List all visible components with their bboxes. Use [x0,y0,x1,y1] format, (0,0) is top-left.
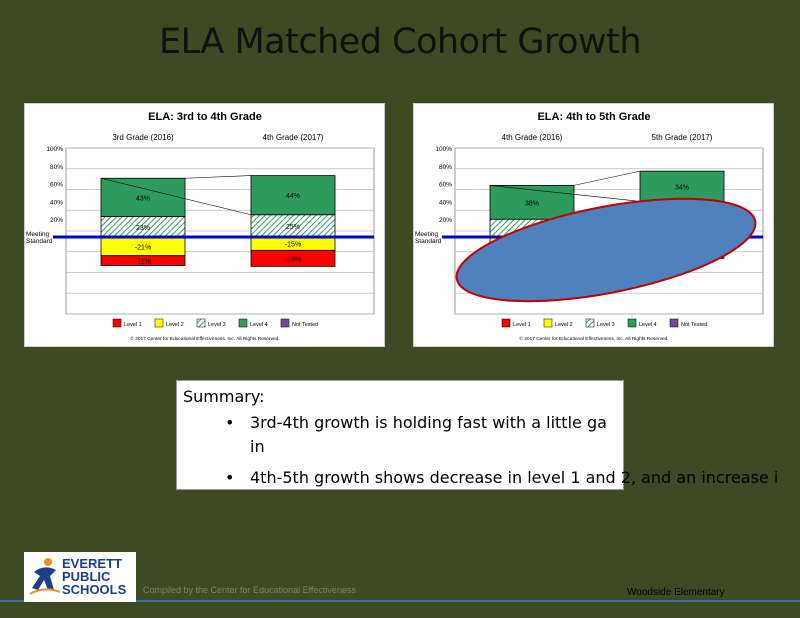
legend-label: Level 2 [555,322,573,328]
y-tick-label: 60% [439,182,452,189]
bar-segment-level1 [100,255,186,266]
footer-school-name: Woodside Elementary [627,587,725,598]
legend-label: Level 4 [250,322,268,328]
bar-segment-level4 [639,170,725,202]
bullet-marker: • [225,413,235,432]
y-tick-label-meeting: Meeting [415,231,439,238]
legend-swatch [280,318,290,328]
summary-bullet-2: 4th-5th growth shows decrease in level 1… [250,468,779,487]
legend-label: Level 3 [597,322,615,328]
slide-title: ELA Matched Cohort Growth [158,22,642,62]
legend-label: Not Tested [292,322,318,328]
y-tick-label-standard: Standard [415,238,442,245]
y-tick-label-standard: Standard [26,238,53,245]
connector-line [573,170,641,186]
legend-label: Level 2 [166,322,184,328]
summary-overflow-mask [624,404,800,428]
summary-box: Summary: • 3rd-4th growth is holding fas… [176,380,778,490]
copyright-text: © 2017 Center for Educational Effectiven… [519,335,668,342]
y-tick-label: 20% [50,217,63,224]
y-tick-label: 100% [435,146,452,153]
copyright-text: © 2017 Center for Educational Effectiven… [130,335,279,342]
connector-line [184,175,252,179]
legend-label: Level 1 [124,322,142,328]
category-label: 3rd Grade (2016) [112,133,174,142]
legend-label: Level 4 [639,322,657,328]
y-tick-label: 100% [46,146,63,153]
logo-text-everett: EVERETT [62,556,122,571]
legend-swatch [154,318,164,328]
y-tick-label: 80% [439,164,452,171]
legend-swatch [543,318,553,328]
y-tick-label: 80% [50,164,63,171]
category-label: 4th Grade (2017) [263,133,324,142]
bar-segment-level4 [250,175,336,216]
chart-ela-4th-5th: ELA: 4th to 5th Grade 100% 80% 60% 40% 20%Mee… [415,111,764,342]
legend-swatch [112,318,122,328]
data-label: 25% [286,224,300,231]
chart-panel-4th-5th: ELA: 4th to 5th Grade 100% 80% 60% 40% 20% Mee… [413,103,774,347]
legend-swatch [669,318,679,328]
connector-line [489,185,641,202]
summary-heading: Summary: [183,387,265,406]
y-tick-label: 60% [50,182,63,189]
summary-bullet-1: 3rd-4th growth is holding fast with a li… [250,413,607,432]
connector-line [100,177,252,216]
y-tick-label: 20% [439,217,452,224]
bar-segment-level1 [250,249,336,267]
data-label: -21% [135,244,151,251]
legend-swatch [238,318,248,328]
legend-swatch [627,318,637,328]
data-label: -15% [285,242,301,249]
legend-label: Level 3 [208,322,226,328]
summary-bullet-1-cont: in [250,437,265,456]
legend-swatch [501,318,511,328]
data-label: 23% [136,225,150,232]
bar-segment-level4 [489,184,575,220]
y-tick-label: 40% [439,199,452,206]
chart-title: ELA: 3rd to 4th Grade [148,111,262,123]
chart-panel-3rd-4th: ELA: 3rd to 4th Grade 100% 80% 60% 40% 20% Mee… [24,103,385,347]
data-label: 38% [525,200,539,207]
chart-ela-3rd-4th: ELA: 3rd to 4th Grade 100% 80% 60% 40% 20%Mee… [26,111,375,342]
legend-label: Level 1 [513,322,531,328]
bullet-marker: • [225,468,235,487]
category-label: 5th Grade (2017) [652,133,713,142]
logo-text-public: PUBLIC [62,569,111,584]
y-tick-label-meeting: Meeting [26,231,50,238]
footer-divider [0,600,800,602]
bar-segment-level4 [100,177,186,217]
everett-logo: EVERETT PUBLIC SCHOOLS [24,552,136,602]
data-label: 34% [675,184,689,191]
y-tick-label: 40% [50,199,63,206]
overlay-ellipse [455,197,757,303]
chart-title: ELA: 4th to 5th Grade [537,111,650,123]
data-label: 44% [286,193,300,200]
footer-credit: Compiled by the Center for Educational E… [143,585,356,595]
category-label: 4th Grade (2016) [502,133,563,142]
logo-text-schools: SCHOOLS [62,582,127,597]
legend-swatch [196,318,206,328]
runner-icon [29,558,61,595]
legend-label: Not Tested [681,322,707,328]
data-label: -18% [285,256,301,263]
data-label: 43% [136,195,150,202]
data-label: -11% [135,259,151,266]
legend-swatch [585,318,595,328]
